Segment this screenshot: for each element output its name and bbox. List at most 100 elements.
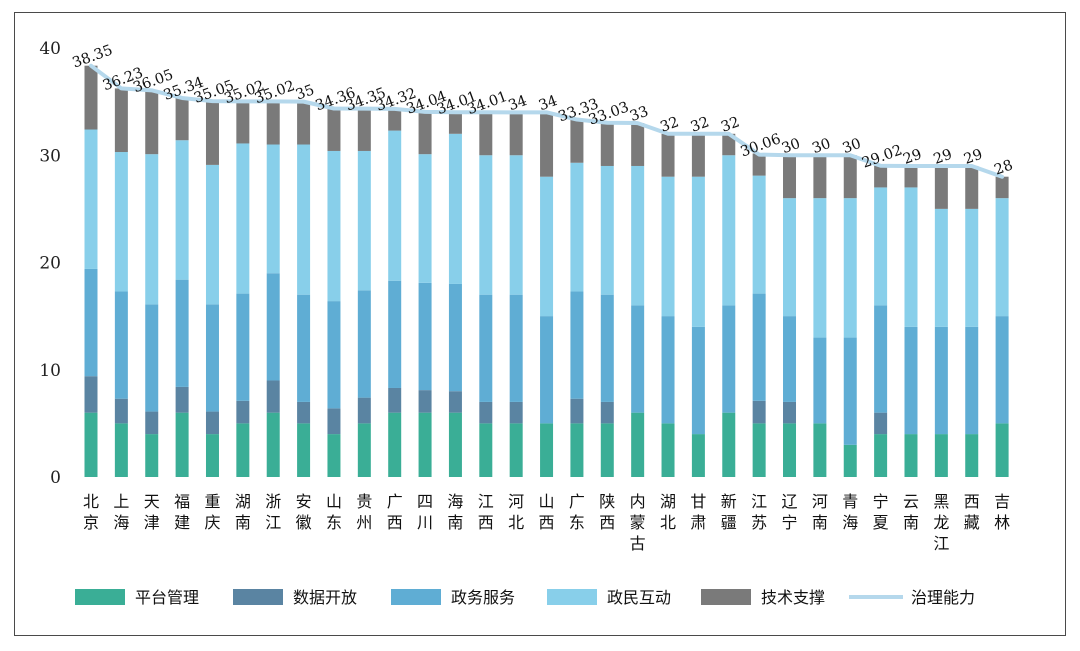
data-label: 29 — [962, 147, 985, 168]
bar-segment — [874, 305, 888, 413]
legend-label: 平台管理 — [135, 588, 199, 607]
bar-segment — [479, 155, 493, 295]
data-label: 32 — [719, 114, 742, 135]
bar-segment — [418, 111, 432, 155]
category-label: 南 — [447, 513, 463, 532]
bar-segment — [114, 152, 128, 292]
bar-segment — [722, 305, 736, 413]
data-label: 32 — [689, 114, 712, 135]
bar-segment — [752, 423, 766, 477]
bar-segment — [236, 101, 250, 144]
legend-label: 政务服务 — [451, 588, 515, 607]
bar-segment — [631, 165, 645, 306]
data-label: 30 — [780, 136, 803, 157]
category-label: 西 — [478, 513, 494, 532]
category-label: 北 — [660, 513, 676, 532]
bar-segment — [813, 155, 827, 199]
data-label: 34 — [506, 93, 529, 114]
category-label: 西 — [539, 513, 555, 532]
bar-segment — [479, 294, 493, 402]
chart-frame: 0 10 20 30 40 38.35 36.23 36.05 35.34 35.05 35.02… — [14, 12, 1066, 636]
bar-segment — [874, 187, 888, 306]
legend-label: 政民互动 — [607, 588, 671, 607]
legend-label: 治理能力 — [911, 588, 975, 607]
bar-segment — [631, 123, 645, 166]
bar-segment — [205, 101, 219, 165]
category-label: 肃 — [690, 513, 706, 532]
bar-segment — [752, 153, 766, 176]
bar-segment — [752, 293, 766, 401]
bar-segment — [297, 144, 311, 295]
category-label: 庆 — [204, 513, 220, 532]
bar-segment — [691, 326, 705, 435]
category-label: 江 — [478, 492, 494, 511]
bar-segment — [205, 434, 219, 477]
bar-segment — [418, 390, 432, 413]
bar-segment — [843, 444, 857, 477]
data-label: 30 — [810, 136, 833, 157]
bar-segment — [266, 412, 280, 477]
category-label: 上 — [113, 492, 129, 511]
category-label: 江 — [933, 534, 949, 553]
bar-segment — [570, 119, 584, 163]
bar-segment — [145, 411, 159, 435]
bar-segment — [540, 316, 554, 424]
bar-segment — [388, 130, 402, 281]
category-label: 青 — [842, 492, 858, 511]
bar-segment — [661, 176, 675, 317]
category-label: 川 — [417, 513, 433, 532]
bar-segment — [236, 400, 250, 424]
bar-segment — [327, 150, 341, 302]
category-label: 浙 — [265, 492, 281, 511]
category-label: 山 — [326, 492, 342, 511]
bar-segment — [509, 155, 523, 295]
category-label: 海 — [842, 513, 858, 532]
data-label: 32 — [658, 114, 681, 135]
bar-segment — [783, 316, 797, 402]
category-label: 南 — [235, 513, 251, 532]
bar-segment — [266, 380, 280, 413]
category-label: 藏 — [964, 513, 980, 532]
bar-segment — [175, 140, 189, 280]
bar-segment — [297, 401, 311, 424]
bar-segment — [297, 423, 311, 477]
category-label: 西 — [964, 492, 980, 511]
bar-segment — [570, 423, 584, 477]
category-label: 古 — [630, 534, 646, 553]
bar-segment — [84, 412, 98, 477]
bar-segment — [205, 304, 219, 412]
y-axis: 0 10 20 30 40 — [39, 39, 61, 488]
bar-segment — [448, 412, 462, 477]
bar-segment — [813, 337, 827, 424]
bar-segment — [388, 412, 402, 477]
bar-segment — [509, 401, 523, 424]
bar-segment — [783, 423, 797, 477]
data-label: 30 — [840, 136, 863, 157]
y-tick-label: 40 — [39, 39, 61, 59]
category-label: 建 — [174, 513, 190, 532]
bar-segment — [509, 423, 523, 477]
bar-segment — [661, 423, 675, 477]
bar-segment — [600, 165, 614, 295]
bar-segment — [631, 305, 645, 413]
category-label: 京 — [83, 513, 99, 532]
bar-segment — [114, 88, 128, 153]
category-label: 江 — [265, 513, 281, 532]
category-label: 苏 — [751, 513, 767, 532]
category-label: 徽 — [296, 513, 312, 532]
bar-segment — [236, 293, 250, 401]
bar-segment — [570, 398, 584, 424]
bar-segment — [357, 397, 371, 424]
legend-swatch — [701, 589, 751, 605]
category-label: 新 — [721, 492, 737, 511]
legend-label: 数据开放 — [293, 588, 357, 607]
bar-segment — [327, 408, 341, 435]
bar-segment — [205, 411, 219, 435]
data-label: 28 — [992, 157, 1015, 178]
bar-segment — [236, 143, 250, 294]
bar-segment — [600, 294, 614, 402]
bar-segment — [661, 316, 675, 424]
bar-segment — [175, 97, 189, 141]
bar-segment — [965, 434, 979, 477]
category-label: 安 — [296, 492, 312, 511]
